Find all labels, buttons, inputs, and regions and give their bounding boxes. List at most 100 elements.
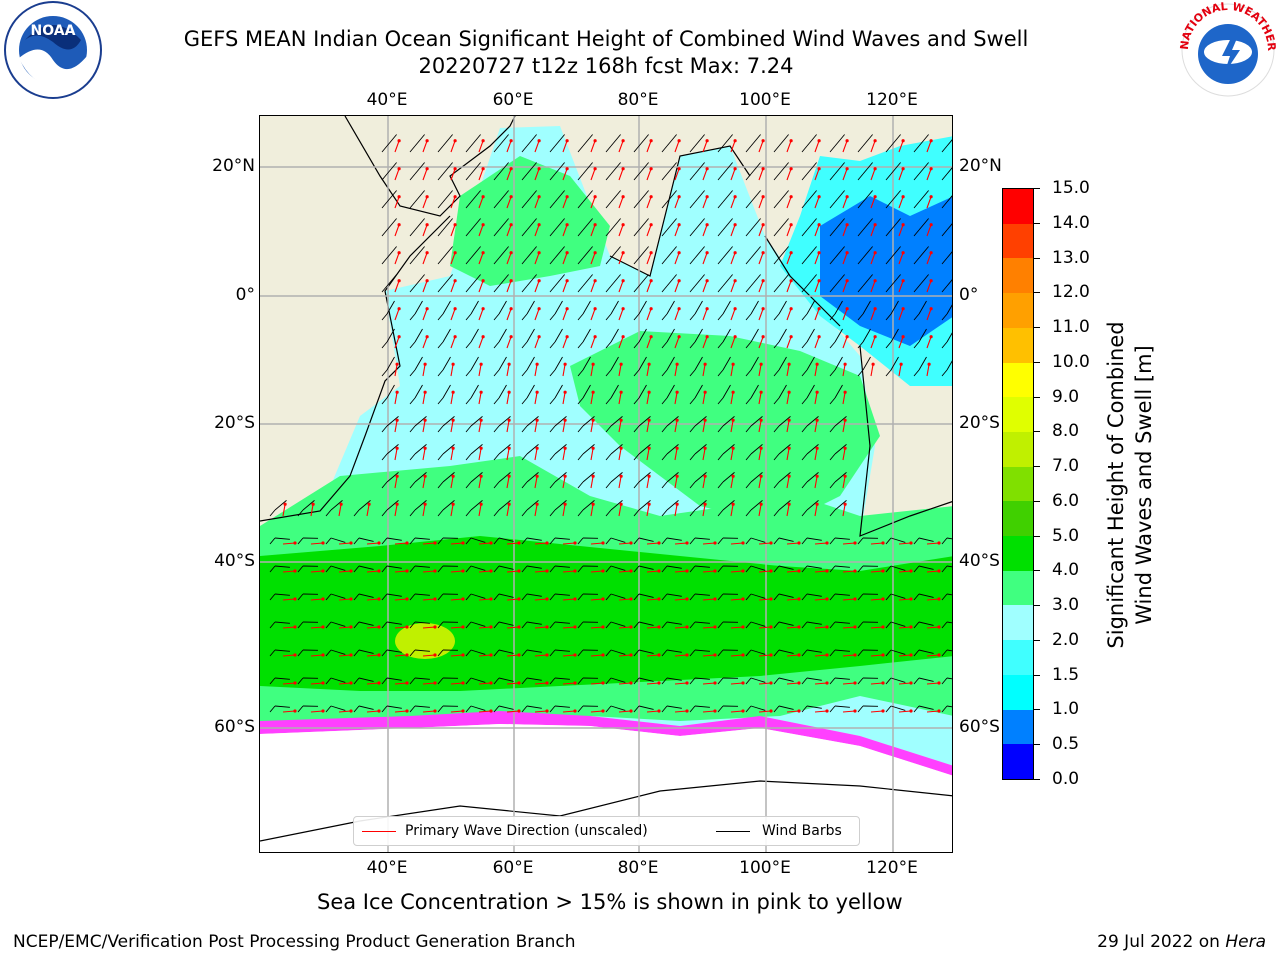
wind-barb-flag [465,649,472,657]
wave-arrow-head [591,474,595,478]
wave-arrow-head [843,502,847,506]
wind-barb-flag [521,369,528,377]
wind-barb [918,328,927,343]
wave-arrow-head [481,307,485,311]
wind-barb [694,649,710,652]
colorbar-tick-mark [1034,744,1040,746]
wave-arrow-head [761,251,765,255]
wind-barb [610,162,621,175]
wave-arrow-head [677,139,681,143]
wave-arrow-head [731,390,735,394]
wave-arrow-head [565,307,569,311]
wave-arrow-head [929,139,933,143]
wave-arrow-head [601,653,605,657]
wave-arrow-head [685,597,689,601]
wave-arrow-head [537,195,541,199]
wave-arrow-head [601,597,605,601]
wave-arrow-head [425,251,429,255]
wave-direction-arrow [730,252,736,265]
wind-barb-flag [633,453,640,461]
wind-barb-flag [801,649,808,657]
wave-direction-arrow [898,280,904,293]
wind-barb [638,472,651,483]
wave-direction-arrow [814,140,820,153]
colorbar-tick-mark [1034,257,1040,259]
wave-direction-arrow [730,710,744,713]
wave-arrow-head [593,223,597,227]
colorbar-tick-mark [1034,779,1040,780]
wave-arrow-head [731,418,735,422]
wave-direction-arrow [814,364,818,377]
wind-barb-flag [885,677,892,685]
colorbar-tick-label: 15.0 [1052,178,1090,198]
wave-direction-arrow [478,196,484,209]
wind-barb [722,134,733,147]
wind-barb-flag [661,341,668,349]
wind-barb-flag [521,173,528,181]
wave-arrow-head [377,653,381,657]
wave-direction-arrow [450,196,456,209]
legend-barb-swatch [716,831,750,832]
wave-region-indonesia-deep [820,196,952,346]
wind-barb-flag [521,705,528,713]
noaa-logo: NOAA [4,1,102,99]
wind-barb [610,472,623,483]
wave-direction-arrow [534,308,540,321]
wave-arrow-head [825,709,829,713]
wave-arrow-head [909,541,913,545]
wave-arrow-head [759,362,763,366]
wind-barb-flag [829,621,836,629]
wave-arrow-head [881,681,885,685]
wave-direction-arrow [506,168,512,181]
wind-barb-flag [941,341,948,349]
wave-direction-arrow [478,710,492,713]
wind-barb-flag [661,397,668,405]
wave-arrow-head [713,653,717,657]
wave-direction-arrow [926,224,932,237]
wave-direction-arrow [758,140,764,153]
wind-barb [274,649,290,652]
wind-barb [918,649,934,654]
wind-barb [918,162,929,175]
wave-direction-arrow [478,476,482,489]
wind-barb [778,705,794,710]
wind-barb [834,444,847,455]
wind-barb [470,444,483,455]
wind-barb [834,162,845,175]
wind-barb-flag [661,509,668,517]
wind-barb-flag [801,397,808,405]
wave-direction-arrow [730,336,736,349]
wind-barb-flag [885,285,892,293]
wind-barb-flag [269,537,276,545]
wind-barb-flag [577,621,584,629]
wave-arrow-head [817,279,821,283]
wind-barb-flag [521,621,528,629]
wave-direction-arrow [562,476,566,489]
wave-arrow-head [535,446,539,450]
wind-barb-flag [633,565,640,573]
wind-barb [498,274,509,287]
wave-arrow-head [509,335,513,339]
colorbar-title: Significant Height of Combined Wind Wave… [1102,321,1158,648]
wave-direction-arrow [562,336,568,349]
wave-arrow-head [843,362,847,366]
bottom-tick: 100°E [739,858,791,878]
wind-barb-flag [913,649,920,657]
wave-direction-arrow [338,654,352,657]
wind-barb [526,190,537,203]
wave-arrow-head [377,625,381,629]
wave-arrow-head [677,251,681,255]
wind-barb-flag [633,313,640,321]
wave-arrow-head [321,541,325,545]
wind-barb [442,472,455,483]
wave-direction-arrow [562,252,568,265]
wave-arrow-head [425,223,429,227]
wave-arrow-head [703,502,707,506]
wind-barb [498,218,509,231]
wind-barb-flag [801,593,808,601]
wind-barb [554,190,565,203]
wave-arrow-head [629,681,633,685]
wave-arrow-head [321,569,325,573]
wave-arrow-head [657,709,661,713]
colorbar-tick-mark [1034,292,1040,294]
